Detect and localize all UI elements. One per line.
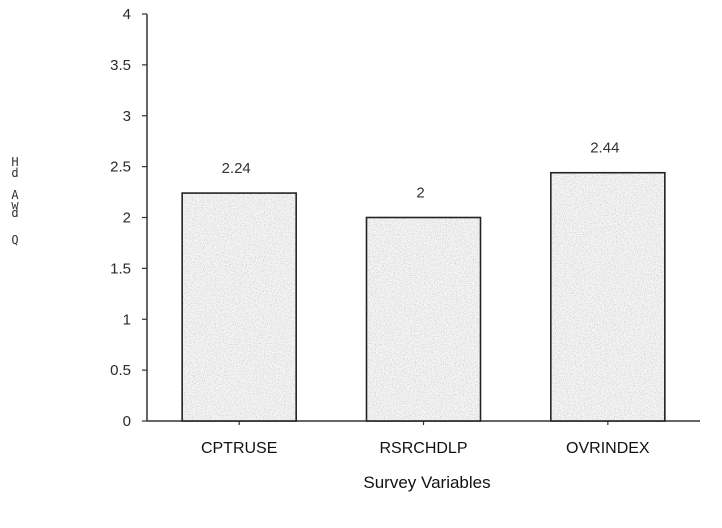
y-axis-label-glyph: Q — [11, 233, 18, 247]
category-label: RSRCHDLP — [379, 440, 467, 457]
y-tick-label: 2 — [123, 210, 131, 227]
y-axis-label-glyph: d — [11, 206, 18, 220]
y-axis-label-glyph: H — [11, 155, 18, 169]
y-tick-label: 1.5 — [110, 260, 131, 277]
y-tick-label: 3 — [123, 108, 131, 125]
data-label: 2.24 — [222, 160, 251, 177]
bars — [181, 171, 666, 422]
category-label: CPTRUSE — [201, 440, 277, 457]
y-tick-label: 0.5 — [110, 362, 131, 379]
data-label: 2.44 — [590, 140, 619, 157]
bar-texture — [183, 194, 296, 420]
bar-texture — [551, 173, 664, 420]
y-tick-label: 1 — [123, 311, 131, 328]
bar-texture — [367, 218, 480, 420]
y-tick-label: 0 — [123, 413, 131, 430]
labels: 0 0.5 1 1.5 2 2.5 3 3.5 4 2.24 CPTRUSE 2 RSRCHDLP 2.4… — [110, 6, 650, 457]
y-tick-label: 3.5 — [110, 57, 131, 74]
data-label: 2 — [416, 185, 424, 202]
x-axis-title: Survey Variables — [363, 473, 490, 492]
y-axis-label-glyph: d — [11, 166, 18, 180]
category-label: OVRINDEX — [566, 440, 650, 457]
y-tick-label: 4 — [123, 6, 131, 23]
y-axis-label-glyph: w — [11, 198, 19, 212]
y-tick-label: 2.5 — [110, 159, 131, 176]
y-axis-label-glyph: A — [11, 188, 19, 202]
